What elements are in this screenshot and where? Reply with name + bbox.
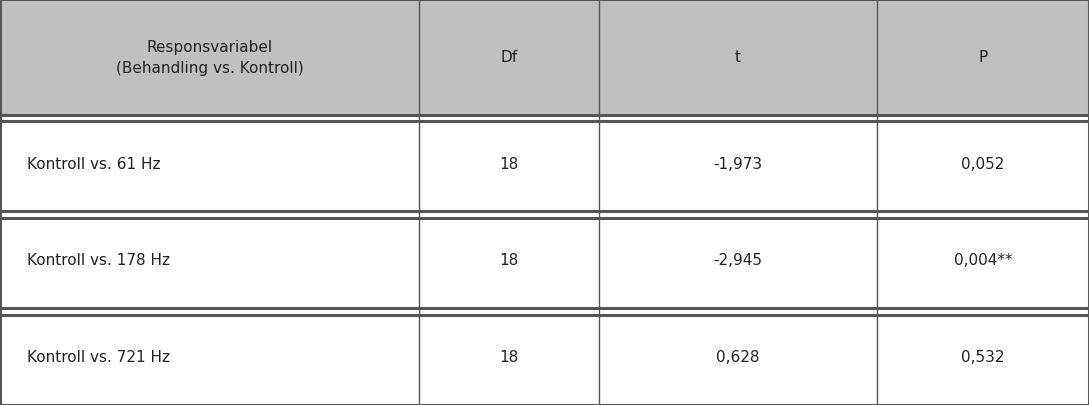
- Text: 18: 18: [500, 156, 518, 171]
- Text: P: P: [978, 50, 988, 65]
- Text: 0,628: 0,628: [717, 349, 759, 364]
- Text: 0,532: 0,532: [962, 349, 1004, 364]
- Text: Kontroll vs. 178 Hz: Kontroll vs. 178 Hz: [27, 253, 170, 268]
- Text: Kontroll vs. 61 Hz: Kontroll vs. 61 Hz: [27, 156, 161, 171]
- Text: t: t: [735, 50, 741, 65]
- Text: -2,945: -2,945: [713, 253, 762, 268]
- Text: Responsvariabel
(Behandling vs. Kontroll): Responsvariabel (Behandling vs. Kontroll…: [115, 40, 304, 76]
- Text: 0,004**: 0,004**: [954, 253, 1012, 268]
- Text: Kontroll vs. 721 Hz: Kontroll vs. 721 Hz: [27, 349, 170, 364]
- Bar: [0, 115, 1089, 212]
- Text: 18: 18: [500, 349, 518, 364]
- Bar: [0, 0, 1089, 115]
- Text: 0,052: 0,052: [962, 156, 1004, 171]
- Text: -1,973: -1,973: [713, 156, 762, 171]
- Bar: [0, 212, 1089, 309]
- Text: Df: Df: [501, 50, 517, 65]
- Text: 18: 18: [500, 253, 518, 268]
- Bar: [0, 309, 1089, 405]
